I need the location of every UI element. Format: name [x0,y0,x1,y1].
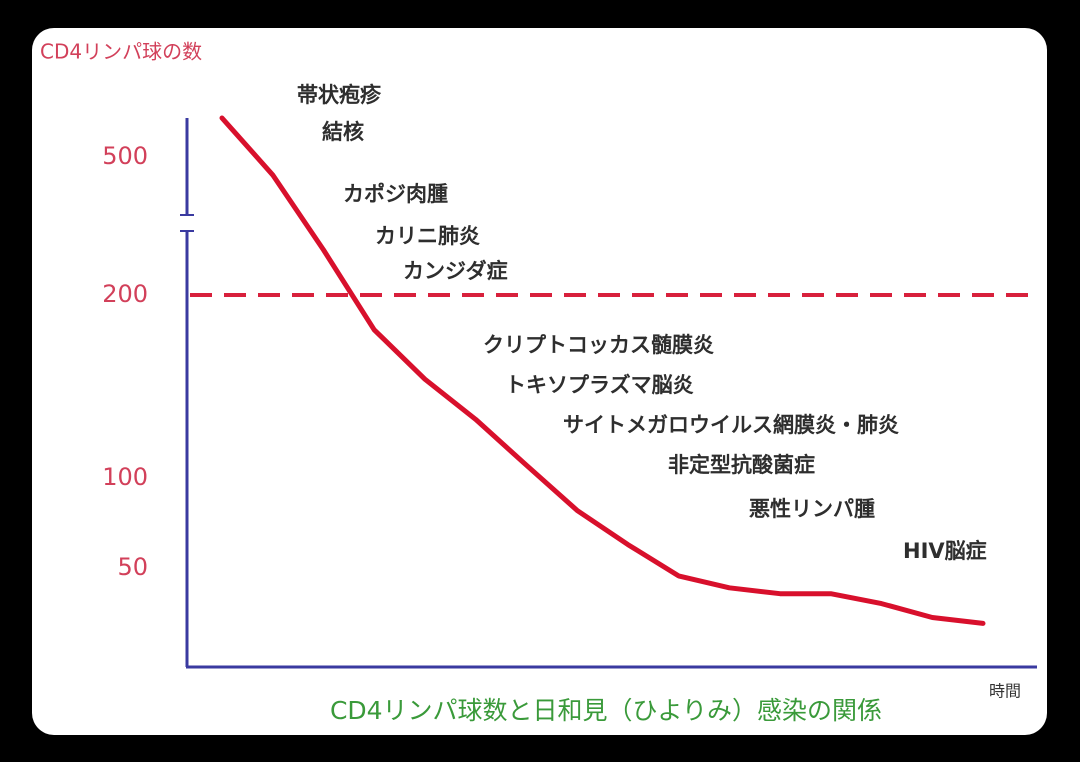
annotation: カポジ肉腫 [343,182,448,206]
data-line [219,115,986,626]
y-tick-label: 100 [102,463,148,491]
annotation: トキソプラズマ脳炎 [505,373,694,397]
annotation: 帯状疱疹 [297,83,382,107]
y-tick-label: 50 [117,553,148,581]
panel [32,28,1047,735]
y-tick-label: 200 [102,280,148,308]
x-axis-label: 時間 [989,682,1021,701]
annotation: 悪性リンパ腫 [749,497,875,521]
annotation: カリニ肺炎 [375,224,480,248]
annotation: カンジダ症 [403,259,508,283]
chart-title: CD4リンパ球数と日和見（ひよりみ）感染の関係 [330,696,882,725]
annotation: サイトメガロウイルス網膜炎・肺炎 [563,413,899,437]
annotation: クリプトコッカス髄膜炎 [483,333,714,357]
annotation: 非定型抗酸菌症 [668,453,815,477]
y-tick-label: 500 [102,142,148,170]
annotation: HIV脳症 [903,539,987,563]
annotation: 結核 [322,120,364,144]
axis-break-gap [180,216,194,230]
y-axis-label: CD4リンパ球の数 [40,40,202,64]
